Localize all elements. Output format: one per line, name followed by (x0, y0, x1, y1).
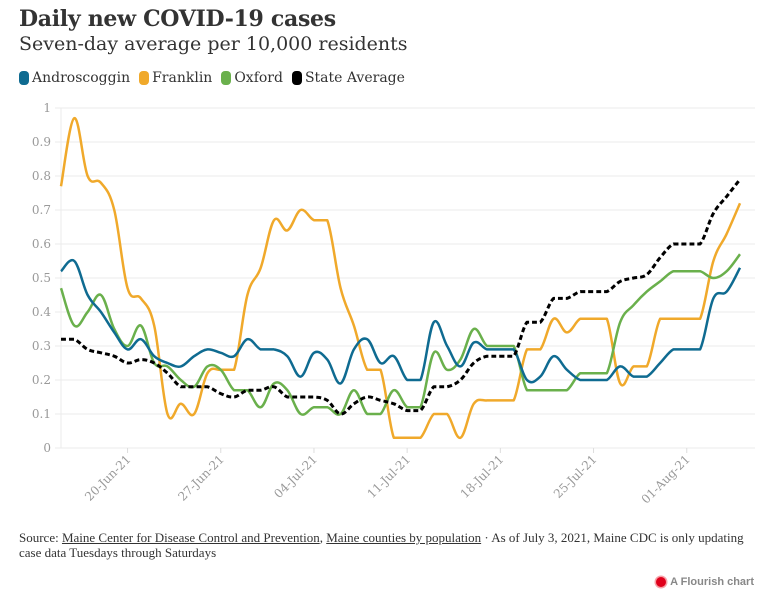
line-chart: 00.10.20.30.40.50.60.70.80.91 20-Jun-21 2… (32, 101, 755, 506)
x-tick-label: 01-Aug-21 (639, 452, 693, 506)
legend-swatch-state-average (291, 71, 302, 85)
series-line-franklin[interactable] (59, 116, 742, 440)
legend-label: State Average (304, 70, 405, 86)
y-tick-label: 0.6 (32, 237, 51, 251)
y-axis: 0 0.1 0.2 0.3 0.4 0.5 0.6 0.7 0.8 0.9 1 (32, 101, 51, 455)
y-tick-label: 0.1 (32, 407, 51, 421)
source-link-population[interactable]: Maine counties by population (326, 530, 482, 545)
legend-swatch-androscoggin (19, 71, 29, 85)
flourish-credit[interactable]: A Flourish chart (656, 576, 754, 588)
legend-swatch-oxford (221, 71, 232, 85)
flourish-label: A Flourish chart (670, 576, 754, 588)
legend-item-state-average[interactable]: State Average (291, 70, 405, 86)
y-tick-label: 0.3 (32, 339, 51, 353)
legend: Androscoggin Franklin Oxford State Avera… (19, 70, 405, 86)
flourish-logo-icon (656, 577, 667, 587)
y-tick-label: 0.8 (32, 169, 51, 183)
legend-item-oxford[interactable]: Oxford (221, 70, 283, 86)
y-tick-label: 1 (43, 101, 51, 115)
legend-label: Franklin (152, 70, 213, 86)
x-axis: 20-Jun-21 27-Jun-21 04-Jul-21 11-Jul-21 18-J… (82, 448, 693, 506)
x-tick-label: 18-Jul-21 (458, 452, 507, 501)
series-line-state-average[interactable] (60, 178, 742, 416)
x-tick-label: 11-Jul-21 (364, 452, 413, 501)
legend-swatch-franklin (139, 71, 150, 85)
legend-label: Oxford (234, 70, 283, 86)
legend-item-androscoggin[interactable]: Androscoggin (19, 70, 130, 86)
y-tick-label: 0.7 (32, 203, 51, 217)
y-tick-label: 0.4 (32, 305, 51, 319)
chart-title: Daily new COVID-19 cases (19, 6, 336, 32)
x-tick-label: 25-Jul-21 (551, 452, 600, 501)
chart-subtitle: Seven-day average per 10,000 residents (19, 33, 408, 55)
source-prefix: Source: (19, 530, 62, 545)
x-tick-label: 04-Jul-21 (271, 452, 320, 501)
x-tick-label: 27-Jun-21 (175, 452, 227, 504)
y-tick-label: 0.9 (32, 135, 51, 149)
y-tick-label: 0.2 (32, 373, 51, 387)
y-tick-label: 0.5 (32, 271, 51, 285)
y-tick-label: 0 (43, 441, 51, 455)
legend-item-franklin[interactable]: Franklin (139, 70, 212, 86)
source-link-maine-cdc[interactable]: Maine Center for Disease Control and Pre… (61, 530, 320, 545)
legend-label: Androscoggin (32, 70, 131, 86)
series-line-androscoggin[interactable] (60, 258, 742, 385)
footer-source: Source: Maine Center for Disease Control… (19, 530, 749, 560)
gridlines (55, 107, 755, 449)
x-tick-label: 20-Jun-21 (82, 452, 134, 504)
source-note: · As of July 3, 2021, Maine CDC is only … (19, 530, 744, 560)
source-separator: , (319, 530, 327, 545)
series-line-oxford[interactable] (59, 253, 741, 416)
series-lines (59, 116, 742, 440)
